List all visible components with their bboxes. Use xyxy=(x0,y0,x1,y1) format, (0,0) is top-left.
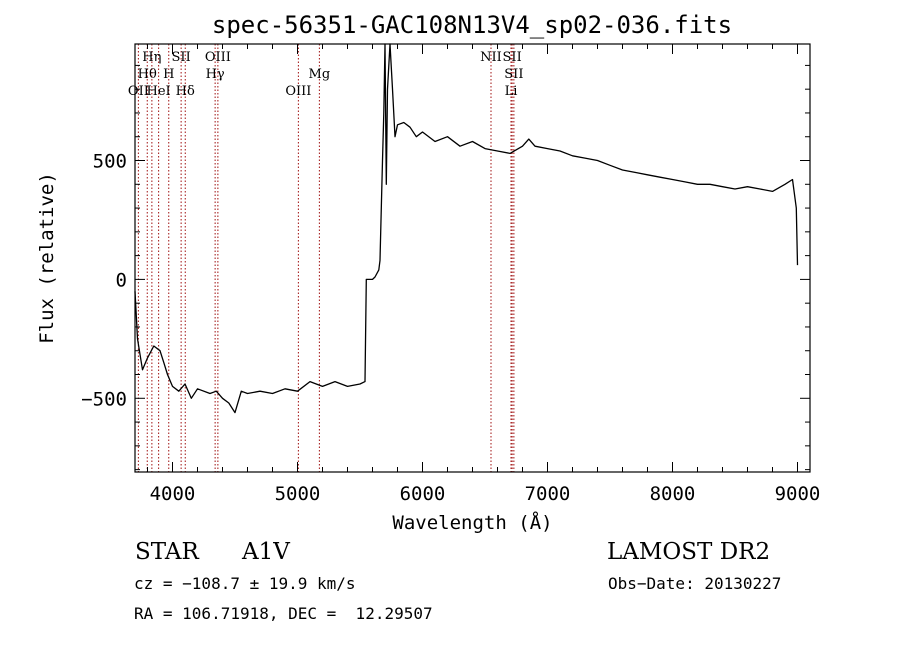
obs-date-text: Obs−Date: 20130227 xyxy=(608,574,782,593)
y-axis-ticks: −500 0 500 xyxy=(81,64,810,471)
line-label: SII xyxy=(172,50,191,65)
coordinates-text: RA = 106.71918, DEC = 12.29507 xyxy=(134,604,433,623)
survey-label: LAMOST DR2 xyxy=(607,539,771,565)
x-tick-label: 5000 xyxy=(275,483,321,505)
line-label: SII xyxy=(503,50,522,65)
emission-line-markers xyxy=(137,44,515,472)
chart-title: spec-56351-GAC108N13V4_sp02-036.fits xyxy=(212,11,732,39)
x-axis-ticks: 4000 5000 6000 7000 8000 9000 xyxy=(147,44,821,505)
object-subclass: A1V xyxy=(242,539,290,565)
line-label: Hθ xyxy=(138,67,157,82)
line-label: OIII xyxy=(285,84,311,99)
x-tick-label: 9000 xyxy=(775,483,821,505)
line-label: H xyxy=(163,67,174,82)
line-label: HeI xyxy=(147,84,171,99)
line-label: Mg xyxy=(309,67,331,82)
y-tick-label: 0 xyxy=(116,269,127,291)
line-label: SII xyxy=(504,67,523,82)
y-axis-label: Flux (relative) xyxy=(36,172,58,344)
y-tick-label: −500 xyxy=(81,388,127,410)
object-class: STAR xyxy=(135,539,199,565)
line-label: OII xyxy=(128,84,149,99)
line-label: Hγ xyxy=(206,67,225,82)
x-tick-label: 7000 xyxy=(525,483,571,505)
line-label: Hη xyxy=(142,50,161,65)
x-axis-label: Wavelength (Å) xyxy=(392,511,552,534)
line-label: Li xyxy=(505,84,518,99)
spectrum-line xyxy=(134,43,799,414)
line-label: NII xyxy=(480,50,502,65)
x-tick-label: 4000 xyxy=(150,483,196,505)
x-tick-label: 6000 xyxy=(400,483,446,505)
x-tick-label: 8000 xyxy=(650,483,696,505)
line-label: Hδ xyxy=(176,84,195,99)
y-tick-label: 500 xyxy=(93,151,127,173)
line-label: OIII xyxy=(205,50,231,65)
redshift-text: cz = −108.7 ± 19.9 km/s xyxy=(134,574,356,593)
